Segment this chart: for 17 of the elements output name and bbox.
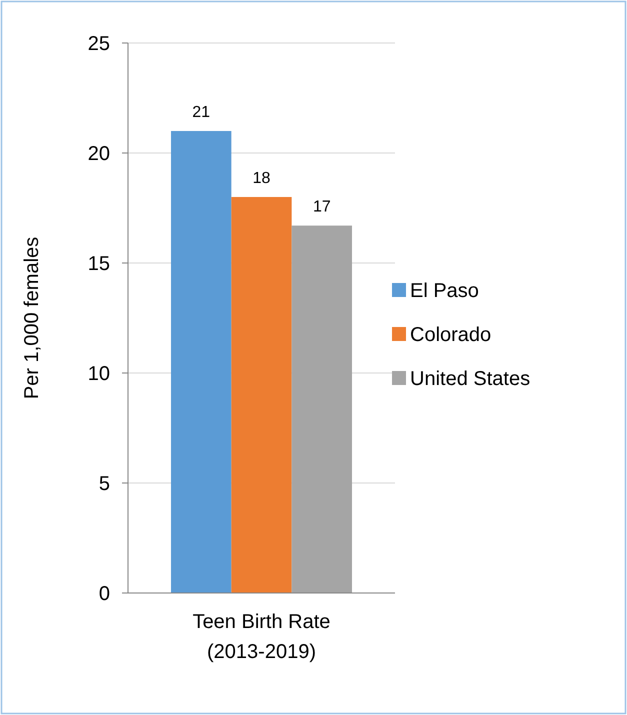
data-label: 18 [252,170,270,187]
legend-label: Colorado [410,324,492,346]
data-label: 17 [312,198,331,216]
y-tick-label: 15 [88,253,110,275]
legend-label: El Paso [410,280,479,302]
y-axis-title: Per 1,000 females [21,236,43,400]
bar [170,131,232,593]
y-tick-label: 5 [98,473,110,495]
y-tick-label: 20 [88,143,110,165]
legend-label: United States [410,368,530,390]
y-tick-label: 0 [98,583,110,605]
y-tick-label: 10 [88,363,110,385]
y-tick-label: 25 [88,33,110,55]
data-label: 21 [192,104,210,121]
bar [231,197,292,593]
bar [292,226,352,593]
x-tick-label: Teen Birth Rate (2013-2019) [192,611,330,663]
